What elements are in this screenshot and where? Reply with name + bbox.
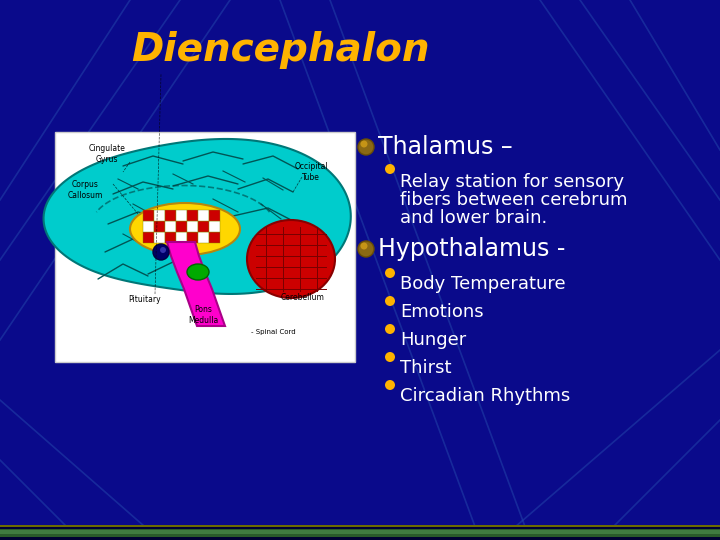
Text: Thalamus –: Thalamus –	[378, 135, 513, 159]
Ellipse shape	[247, 220, 335, 298]
Text: Relay station for sensory: Relay station for sensory	[400, 173, 624, 191]
Text: Diencephalon: Diencephalon	[131, 31, 429, 69]
Bar	[0, 529, 720, 537]
Circle shape	[385, 268, 395, 278]
Bar	[143, 210, 154, 221]
Bar	[209, 221, 220, 232]
Text: Body Temperature: Body Temperature	[400, 275, 566, 293]
Bar	[198, 232, 209, 243]
Circle shape	[358, 241, 374, 257]
Bar	[209, 232, 220, 243]
Circle shape	[385, 380, 395, 390]
Bar	[198, 221, 209, 232]
Bar	[143, 232, 154, 243]
Text: Hypothalamus -: Hypothalamus -	[378, 237, 565, 261]
Bar	[209, 210, 220, 221]
Bar	[187, 210, 198, 221]
Bar	[176, 210, 187, 221]
Bar	[0, 525, 720, 527]
Circle shape	[361, 140, 367, 147]
Bar	[187, 232, 198, 243]
Bar	[165, 210, 176, 221]
Text: Circadian Rhythms: Circadian Rhythms	[400, 387, 570, 405]
Bar	[198, 210, 209, 221]
Circle shape	[160, 247, 166, 253]
Text: and lower brain.: and lower brain.	[400, 209, 547, 227]
Circle shape	[385, 296, 395, 306]
Circle shape	[385, 352, 395, 362]
Text: - Spinal Cord: - Spinal Cord	[251, 329, 295, 335]
Polygon shape	[43, 139, 351, 294]
Circle shape	[361, 242, 367, 249]
Text: Pituitary: Pituitary	[129, 295, 161, 305]
Ellipse shape	[130, 203, 240, 255]
Ellipse shape	[187, 264, 209, 280]
Text: Corpus
Callosum: Corpus Callosum	[67, 180, 103, 200]
Text: Pons
Medulla: Pons Medulla	[188, 305, 218, 325]
Bar	[154, 232, 165, 243]
Bar	[0, 530, 720, 534]
Text: Occipital
Tube: Occipital Tube	[294, 163, 328, 181]
Circle shape	[358, 139, 374, 155]
Bar	[154, 221, 165, 232]
Text: Cerebellum: Cerebellum	[281, 293, 325, 301]
Polygon shape	[167, 242, 225, 326]
Bar	[154, 210, 165, 221]
Bar	[176, 232, 187, 243]
Bar	[143, 221, 154, 232]
Bar	[165, 221, 176, 232]
Text: Cingulate
Gyrus: Cingulate Gyrus	[89, 144, 125, 164]
Bar	[176, 221, 187, 232]
Bar	[0, 526, 720, 540]
Bar	[165, 232, 176, 243]
Circle shape	[385, 324, 395, 334]
Text: Thirst: Thirst	[400, 359, 451, 377]
Text: Hunger: Hunger	[400, 331, 467, 349]
Text: Emotions: Emotions	[400, 303, 484, 321]
Circle shape	[385, 164, 395, 174]
Bar	[187, 221, 198, 232]
Circle shape	[153, 244, 169, 260]
Text: fibers between cerebrum: fibers between cerebrum	[400, 191, 628, 209]
Bar	[55, 132, 355, 362]
